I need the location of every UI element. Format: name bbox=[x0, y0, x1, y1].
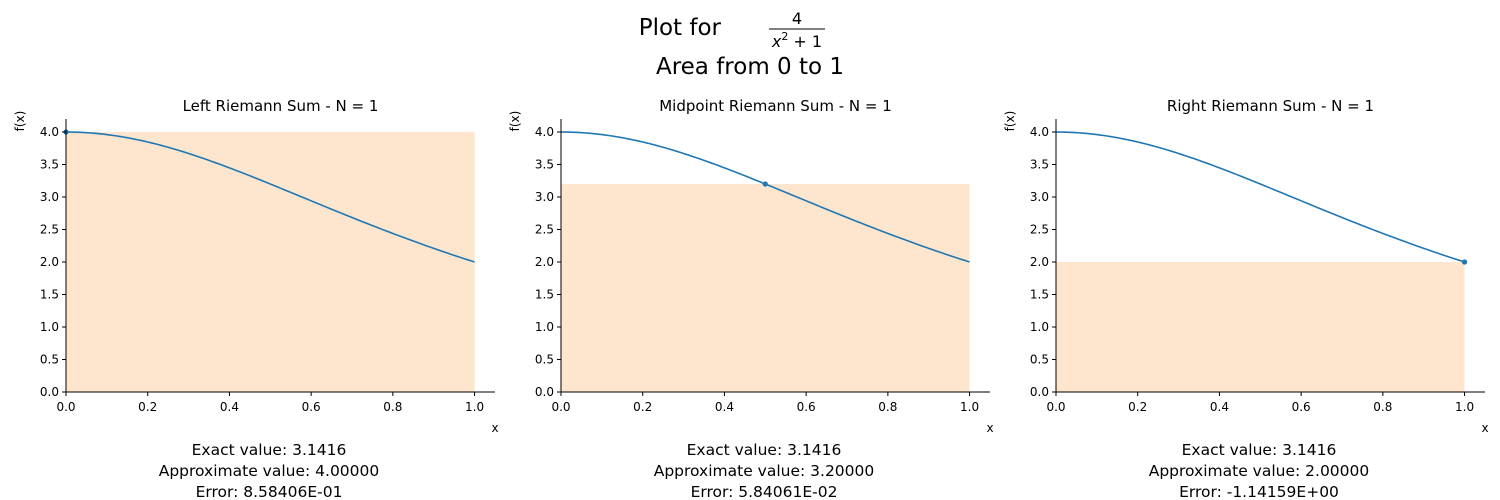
x-tick-label: 0.6 bbox=[797, 400, 816, 414]
x-tick-label: 0.2 bbox=[138, 400, 157, 414]
y-tick-label: 3.0 bbox=[40, 190, 59, 204]
error-value-text: Error: 5.84061E-02 bbox=[691, 483, 838, 500]
y-tick-label: 4.0 bbox=[40, 125, 59, 139]
y-tick-label: 0.0 bbox=[535, 385, 554, 399]
y-tick-label: 1.0 bbox=[40, 320, 59, 334]
x-tick-label: 0.4 bbox=[1210, 400, 1229, 414]
y-tick-label: 3.0 bbox=[535, 190, 554, 204]
x-tick-label: 0.0 bbox=[551, 400, 570, 414]
denominator-exponent: 2 bbox=[781, 30, 788, 43]
denominator-rest: + 1 bbox=[788, 32, 822, 51]
x-tick-label: 0.8 bbox=[878, 400, 897, 414]
y-tick-label: 1.0 bbox=[1030, 320, 1049, 334]
function-curve bbox=[1055, 131, 1465, 263]
y-tick-label: 1.5 bbox=[1030, 288, 1049, 302]
exact-value-text: Exact value: 3.1416 bbox=[687, 441, 842, 459]
riemann-rectangle bbox=[561, 184, 970, 392]
x-tick-label: 0.4 bbox=[715, 400, 734, 414]
y-tick-label: 3.0 bbox=[1030, 190, 1049, 204]
suptitle-numerator: 4 bbox=[792, 9, 802, 28]
x-tick-label: 0.0 bbox=[1046, 400, 1065, 414]
x-tick-label: 0.6 bbox=[1292, 400, 1311, 414]
x-tick-label: 1.0 bbox=[1455, 400, 1474, 414]
approx-value-text: Approximate value: 2.00000 bbox=[1149, 462, 1370, 480]
panel-title: Midpoint Riemann Sum - N = 1 bbox=[659, 97, 892, 115]
subplots: Left Riemann Sum - N = 1 0.0 0.2 0.4 0.6 0.8 1… bbox=[13, 97, 1489, 500]
x-tick-label: 0.2 bbox=[1128, 400, 1147, 414]
suptitle-prefix: Plot for bbox=[639, 15, 722, 41]
x-tick-label: 0.8 bbox=[383, 400, 402, 414]
subplot-1: Left Riemann Sum - N = 1 0.0 0.2 0.4 0.6 0.8 1… bbox=[13, 97, 499, 500]
approx-value-text: Approximate value: 3.20000 bbox=[654, 462, 875, 480]
y-tick-label: 2.5 bbox=[535, 223, 554, 237]
x-tick-label: 1.0 bbox=[465, 400, 484, 414]
panel-title: Right Riemann Sum - N = 1 bbox=[1167, 97, 1374, 115]
panel-title: Left Riemann Sum - N = 1 bbox=[183, 97, 379, 115]
x-tick-label: 0.6 bbox=[302, 400, 321, 414]
y-axis-label: f(x) bbox=[508, 111, 522, 132]
error-value-text: Error: -1.14159E+00 bbox=[1179, 483, 1339, 500]
y-tick-label: 2.0 bbox=[1030, 255, 1049, 269]
y-tick-label: 0.0 bbox=[40, 385, 59, 399]
riemann-rectangle bbox=[1056, 262, 1465, 392]
function-curve bbox=[65, 131, 475, 263]
y-tick-label: 3.5 bbox=[40, 158, 59, 172]
x-tick-label: 0.0 bbox=[56, 400, 75, 414]
x-axis-label: x bbox=[491, 421, 498, 435]
x-tick-label: 0.4 bbox=[220, 400, 239, 414]
y-tick-label: 2.5 bbox=[40, 223, 59, 237]
x-tick-label: 0.2 bbox=[633, 400, 652, 414]
sample-point bbox=[762, 181, 768, 187]
y-axis-label: f(x) bbox=[13, 111, 27, 132]
y-tick-label: 4.0 bbox=[1030, 125, 1049, 139]
y-tick-label: 0.5 bbox=[40, 353, 59, 367]
y-tick-label: 4.0 bbox=[535, 125, 554, 139]
sample-point bbox=[1461, 259, 1468, 265]
y-tick-label: 1.0 bbox=[535, 320, 554, 334]
subplot-3: Right Riemann Sum - N = 1 0.0 0.2 0.4 0.6 0.8… bbox=[1003, 97, 1489, 500]
x-axis-label: x bbox=[986, 421, 993, 435]
y-tick-label: 1.5 bbox=[40, 288, 59, 302]
exact-value-text: Exact value: 3.1416 bbox=[192, 441, 347, 459]
y-tick-label: 2.5 bbox=[1030, 223, 1049, 237]
suptitle-line2: Area from 0 to 1 bbox=[656, 54, 844, 80]
suptitle: Plot for 4 x2 + 1 Area from 0 to 1 bbox=[639, 9, 844, 80]
denominator-base: x bbox=[771, 32, 782, 51]
x-tick-label: 1.0 bbox=[960, 400, 979, 414]
x-axis-label: x bbox=[1481, 421, 1488, 435]
x-tick-label: 0.8 bbox=[1373, 400, 1392, 414]
y-tick-label: 0.0 bbox=[1030, 385, 1049, 399]
riemann-rectangle bbox=[66, 132, 475, 392]
y-tick-label: 1.5 bbox=[535, 288, 554, 302]
error-value-text: Error: 8.58406E-01 bbox=[196, 483, 343, 500]
suptitle-denominator: x2 + 1 bbox=[771, 30, 822, 51]
exact-value-text: Exact value: 3.1416 bbox=[1182, 441, 1337, 459]
y-tick-label: 0.5 bbox=[1030, 353, 1049, 367]
y-axis-label: f(x) bbox=[1003, 111, 1017, 132]
y-tick-label: 2.0 bbox=[535, 255, 554, 269]
y-tick-label: 3.5 bbox=[1030, 158, 1049, 172]
y-tick-label: 0.5 bbox=[535, 353, 554, 367]
y-tick-label: 2.0 bbox=[40, 255, 59, 269]
y-tick-label: 3.5 bbox=[535, 158, 554, 172]
subplot-2: Midpoint Riemann Sum - N = 1 0.0 0.2 0.4 0.6… bbox=[508, 97, 994, 500]
approx-value-text: Approximate value: 4.00000 bbox=[159, 462, 380, 480]
